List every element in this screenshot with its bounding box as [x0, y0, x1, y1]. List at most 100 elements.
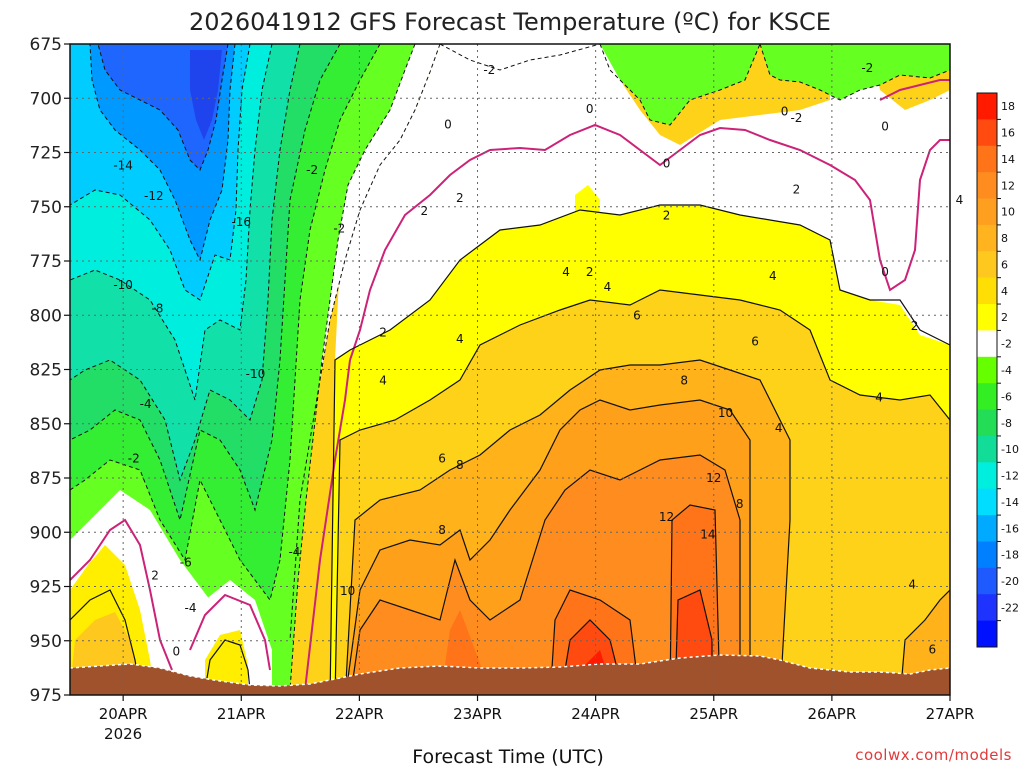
- right-green-top2: [600, 44, 760, 125]
- contour-label: 12: [706, 471, 721, 485]
- x-tick-label: 25APR: [689, 705, 738, 723]
- colorbar-label: -10: [1001, 443, 1019, 456]
- band-minus-20: [190, 50, 222, 140]
- contour-zero-upper-right: [879, 79, 950, 101]
- contour-label: 4: [908, 577, 916, 591]
- colorbar-swatch: [977, 594, 997, 622]
- colorbar-swatch: [977, 198, 997, 226]
- colorbar-label: -2: [1001, 338, 1012, 351]
- contour-label: 0: [881, 265, 889, 279]
- contour-zero-front: [304, 359, 351, 691]
- contour-label: 0: [881, 119, 889, 133]
- contour-label: 6: [751, 334, 759, 348]
- colorbar-swatch: [977, 620, 997, 648]
- x-tick-label: 23APR: [453, 705, 502, 723]
- contour-label: 2: [421, 204, 429, 218]
- contour-label: 2: [911, 319, 919, 333]
- colorbar-label: 16: [1001, 127, 1015, 140]
- contour-label: 12: [659, 510, 674, 524]
- colorbar-label: -20: [1001, 575, 1019, 588]
- contour-zero-left: [70, 518, 173, 671]
- right-white-pocket: [830, 44, 950, 345]
- contour-zero: [349, 123, 950, 361]
- colorbar: 18 16 14 12 10 8 6 4 2 -2 -4 -6 -8 -10 -12 -14 -16 -18 -20…: [976, 92, 1019, 648]
- band-10: [350, 455, 740, 695]
- contour-label: 2: [663, 208, 671, 222]
- colorbar-swatch: [977, 541, 997, 569]
- terrain-edge: [70, 654, 950, 687]
- contour-label: 8: [438, 523, 446, 537]
- contour-label: 0: [663, 156, 671, 170]
- contour-label: 2: [456, 191, 464, 205]
- colorbar-label: 18: [1001, 100, 1015, 113]
- contour-label: 6: [633, 308, 641, 322]
- colorbar-swatch: [977, 356, 997, 384]
- contour-labels: -2 -2 -2 -2 -2 -2 -4 -4 -4 -6 -8 -10 -10 -12 -14 -16 0 0 0…: [113, 61, 963, 659]
- contour-label: 6: [438, 451, 446, 465]
- contour-label: -4: [140, 397, 152, 411]
- colorbar-label: 6: [1001, 258, 1008, 271]
- contour-label: 0: [172, 645, 180, 659]
- mid-pocket-yellow: [205, 630, 248, 690]
- contour-label: -2: [333, 221, 345, 235]
- colorbar-label: -12: [1001, 470, 1019, 483]
- contour-label: 2: [151, 569, 159, 583]
- contour-label: 4: [956, 193, 964, 207]
- terrain: [70, 655, 950, 695]
- contour-label: 0: [444, 117, 452, 131]
- x-tick-label: 26APR: [807, 705, 856, 723]
- contour-zero-mid: [189, 593, 271, 671]
- credit-link[interactable]: coolwx.com/models: [855, 746, 1012, 764]
- contour-label: 8: [680, 373, 688, 387]
- colorbar-label: -8: [1001, 417, 1012, 430]
- contour-label: 2: [586, 265, 594, 279]
- colorbar-swatch: [977, 462, 997, 490]
- colorbar-swatch: [977, 567, 997, 595]
- contour-label: 0: [781, 104, 789, 118]
- contour-label: 10: [340, 584, 355, 598]
- y-tick-label: 800: [30, 306, 62, 326]
- y-tick-label: 825: [30, 361, 62, 381]
- y-tick-label: 900: [30, 523, 62, 543]
- contour-label: 8: [736, 497, 744, 511]
- colorbar-label: 8: [1001, 232, 1008, 245]
- contour-label: 4: [562, 265, 570, 279]
- contour-label: -2: [861, 61, 873, 75]
- colorbar-label: -4: [1001, 364, 1012, 377]
- contour-label: 2: [793, 182, 801, 196]
- colorbar-swatch: [977, 145, 997, 173]
- contour-label: 10: [718, 406, 733, 420]
- y-axis: 675 700 725 750 775 800 825 850 875 900 925 950 975: [30, 35, 70, 706]
- contour-label: 6: [928, 642, 936, 656]
- colorbar-swatch: [977, 409, 997, 437]
- white-middle-yellow-pocket: [575, 185, 600, 280]
- colorbar-swatch: [977, 330, 997, 358]
- right-lower-orange: [900, 590, 950, 695]
- contour-label: -4: [288, 545, 300, 559]
- colorbar-swatch: [977, 488, 997, 516]
- colorbar-swatch: [977, 383, 997, 411]
- x-tick-label: 21APR: [217, 705, 266, 723]
- chart-title: 2026041912 GFS Forecast Temperature (ºC)…: [189, 8, 831, 36]
- x-axis-label: Forecast Time (UTC): [412, 746, 603, 768]
- colorbar-label: -22: [1001, 601, 1019, 614]
- y-tick-label: 725: [30, 144, 62, 164]
- contour-label: 0: [586, 102, 594, 116]
- colorbar-swatch: [977, 435, 997, 463]
- contour-label: -14: [113, 159, 133, 173]
- x-tick-label: 24APR: [571, 705, 620, 723]
- colorbar-swatch: [977, 304, 997, 331]
- contour-label: -2: [790, 111, 802, 125]
- contour-label: 4: [769, 269, 777, 283]
- colorbar-label: -16: [1001, 522, 1019, 535]
- colorbar-swatch: [977, 119, 997, 147]
- contour-label: 4: [775, 421, 783, 435]
- colorbar-swatch: [977, 277, 997, 305]
- colorbar-label: -18: [1001, 549, 1019, 562]
- y-tick-label: 975: [30, 686, 62, 706]
- x-tick-label: 22APR: [335, 705, 384, 723]
- contour-label: -16: [231, 215, 251, 229]
- contour-label: 2: [379, 326, 387, 340]
- y-tick-label: 925: [30, 578, 62, 598]
